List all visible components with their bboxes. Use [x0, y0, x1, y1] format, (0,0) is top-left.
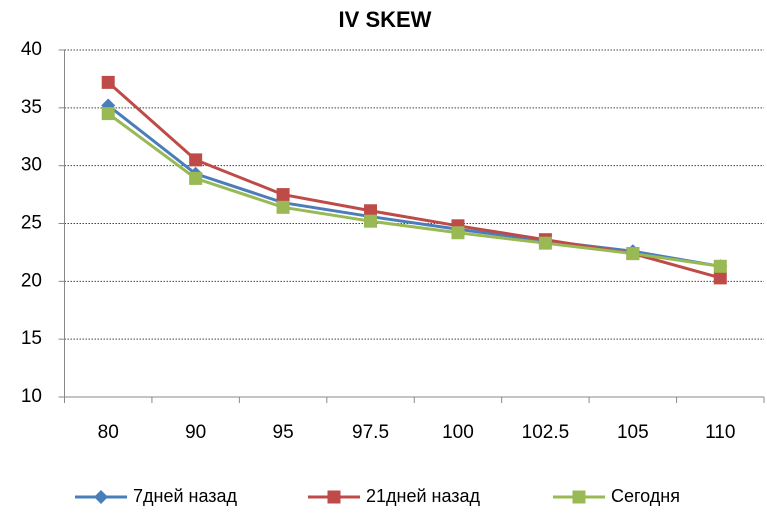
y-tick-label: 40 [21, 39, 42, 60]
legend-label: 21дней назад [366, 486, 481, 506]
x-tick-label: 80 [98, 422, 119, 443]
chart-title: IV SKEW [339, 7, 432, 32]
series-line [107, 104, 721, 268]
y-tick-label: 20 [21, 270, 42, 291]
legend-marker [572, 490, 586, 504]
data-point [276, 200, 290, 214]
x-tick-label: 97.5 [352, 422, 389, 443]
data-point [276, 188, 290, 202]
data-point [364, 204, 378, 218]
legend-marker [327, 490, 341, 504]
legend-label: Сегодня [611, 486, 680, 506]
series-line [107, 112, 721, 268]
data-point [189, 171, 203, 185]
y-tick-label: 35 [21, 97, 42, 118]
legend-marker [94, 490, 108, 504]
data-point [713, 271, 727, 285]
data-point [713, 259, 727, 273]
x-tick-label: 110 [705, 422, 735, 443]
x-tick-label: 102.5 [522, 422, 570, 443]
data-point [101, 107, 115, 121]
data-point [101, 75, 115, 89]
x-tick-label: 105 [617, 422, 649, 443]
x-tick-label: 100 [442, 422, 474, 443]
data-point [451, 226, 465, 240]
y-tick-label: 15 [21, 328, 42, 349]
data-point [538, 236, 552, 250]
data-point [189, 153, 203, 167]
x-tick-label: 90 [185, 422, 206, 443]
legend-label: 7дней назад [133, 486, 238, 506]
y-tick-label: 30 [21, 155, 42, 176]
data-point [626, 247, 640, 261]
y-tick-label: 25 [21, 213, 42, 234]
y-tick-label: 10 [21, 386, 42, 407]
data-point [364, 214, 378, 228]
x-tick-label: 95 [273, 422, 294, 443]
